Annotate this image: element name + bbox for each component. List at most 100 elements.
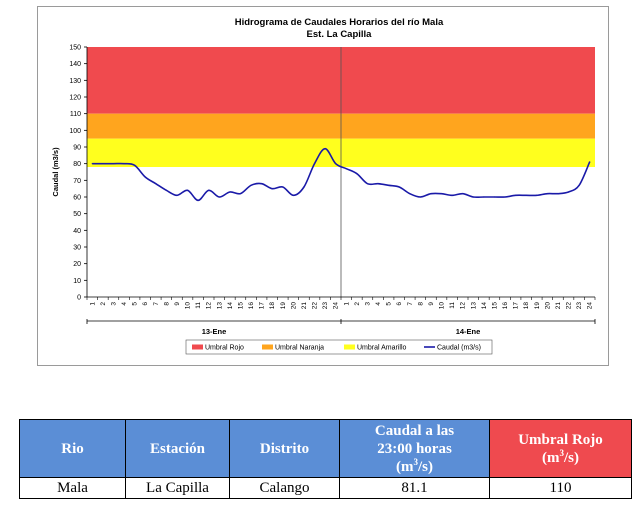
- x-tick-label: 15: [237, 302, 244, 310]
- y-tick-label: 40: [73, 228, 81, 235]
- x-tick-label: 5: [132, 302, 139, 306]
- header-caudal-line1: Caudal a las: [374, 422, 455, 439]
- x-tick-label: 16: [502, 302, 509, 310]
- x-tick-label: 10: [439, 302, 446, 310]
- y-tick-label: 60: [73, 195, 81, 202]
- x-tick-label: 24: [587, 302, 594, 310]
- data-point-caudal: [472, 196, 474, 198]
- legend-label: Umbral Amarillo: [357, 345, 407, 352]
- data-point-caudal: [536, 194, 538, 196]
- data-point-caudal: [356, 173, 358, 175]
- data-point-caudal: [165, 189, 167, 191]
- data-point-caudal: [208, 189, 210, 191]
- x-tick-label: 17: [259, 302, 266, 310]
- x-tick-label: 20: [290, 302, 297, 310]
- x-tick-label: 14: [481, 302, 488, 310]
- chart-panel: Hidrograma de Caudales Horarios del río …: [37, 6, 609, 366]
- x-tick-label: 14: [227, 302, 234, 310]
- header-caudal-line2: 23:00 horas: [377, 440, 452, 457]
- data-point-caudal: [197, 199, 199, 201]
- data-point-caudal: [388, 184, 390, 186]
- x-tick-label: 5: [386, 302, 393, 306]
- data-point-caudal: [303, 186, 305, 188]
- y-tick-label: 100: [69, 128, 81, 135]
- data-point-caudal: [546, 193, 548, 195]
- header-caudal-unit-base: (m: [396, 458, 414, 475]
- cell-distrito: Calango: [229, 477, 340, 499]
- data-point-caudal: [567, 191, 570, 193]
- x-tick-label: 4: [375, 302, 382, 306]
- x-tick-label: 19: [280, 302, 287, 310]
- data-point-caudal: [292, 194, 294, 196]
- header-umbral-unit-end: /s): [564, 449, 579, 466]
- data-point-caudal: [271, 188, 273, 190]
- y-tick-label: 10: [73, 278, 81, 285]
- x-tick-label: 18: [269, 302, 276, 310]
- data-point-caudal: [261, 183, 263, 185]
- data-point-caudal: [525, 194, 527, 196]
- data-point-caudal: [239, 193, 242, 195]
- x-tick-label: 1: [89, 302, 96, 306]
- x-tick-label: 18: [523, 302, 530, 310]
- x-tick-label: 13: [216, 302, 223, 310]
- header-caudal-unit-sup: 3: [413, 456, 419, 467]
- x-tick-label: 23: [322, 302, 329, 310]
- x-tick-label: 24: [333, 302, 340, 310]
- data-point-caudal: [398, 186, 400, 188]
- legend-label: Umbral Naranja: [275, 345, 324, 352]
- x-tick-label: 21: [301, 302, 308, 310]
- data-point-caudal: [409, 193, 411, 195]
- x-tick-label: 8: [417, 302, 424, 306]
- table-header-row: Rio Estación Distrito Caudal a las 23:00…: [19, 419, 632, 478]
- cell-rio: Mala: [19, 477, 126, 499]
- data-point-caudal: [366, 183, 369, 185]
- data-point-caudal: [229, 191, 231, 193]
- x-tick-label: 22: [566, 302, 573, 310]
- data-point-caudal: [155, 183, 157, 185]
- data-point-caudal: [324, 148, 326, 150]
- y-tick-label: 130: [69, 78, 81, 85]
- station-table: Rio Estación Distrito Caudal a las 23:00…: [19, 419, 632, 499]
- x-tick-label: 2: [100, 302, 107, 306]
- x-tick-label: 3: [364, 302, 371, 306]
- x-tick-label: 3: [110, 302, 117, 306]
- cell-caudal: 81.1: [339, 477, 490, 499]
- header-estacion: Estación: [125, 419, 230, 478]
- data-point-caudal: [335, 163, 337, 165]
- x-tick-label: 1: [343, 302, 350, 306]
- x-tick-label: 8: [163, 302, 170, 306]
- x-tick-label: 16: [248, 302, 255, 310]
- data-point-caudal: [218, 196, 220, 198]
- data-point-caudal: [282, 186, 284, 188]
- data-point-caudal: [557, 193, 559, 195]
- x-tick-label: 4: [121, 302, 128, 306]
- y-tick-label: 50: [73, 211, 81, 218]
- legend-swatch: [192, 344, 203, 350]
- x-tick-label: 7: [153, 302, 160, 306]
- x-tick-label: 20: [544, 302, 551, 310]
- x-tick-label: 7: [407, 302, 414, 306]
- legend-label: Umbral Rojo: [205, 345, 244, 352]
- x-tick-label: 13: [470, 302, 477, 310]
- data-point-caudal: [462, 193, 464, 195]
- data-point-caudal: [176, 194, 178, 196]
- data-point-caudal: [451, 194, 453, 196]
- y-tick-label: 20: [73, 261, 81, 268]
- data-point-caudal: [91, 163, 93, 165]
- data-point-caudal: [123, 163, 125, 165]
- x-tick-label: 23: [576, 302, 583, 310]
- chart-subtitle: Est. La Capilla: [307, 29, 373, 40]
- x-tick-label: 19: [534, 302, 541, 310]
- cell-umbral: 110: [489, 477, 632, 499]
- day-label: 14-Ene: [456, 327, 481, 336]
- header-caudal: Caudal a las 23:00 horas (m3/s): [339, 419, 490, 478]
- x-tick-label: 6: [396, 302, 403, 306]
- data-point-caudal: [589, 161, 591, 163]
- legend-swatch: [262, 344, 273, 350]
- legend-label: Caudal (m3/s): [437, 345, 481, 352]
- x-tick-label: 6: [142, 302, 149, 306]
- y-tick-label: 140: [69, 61, 81, 68]
- y-tick-label: 80: [73, 161, 81, 168]
- header-umbral-line1: Umbral Rojo: [518, 431, 603, 448]
- header-umbral-unit-sup: 3: [559, 447, 565, 458]
